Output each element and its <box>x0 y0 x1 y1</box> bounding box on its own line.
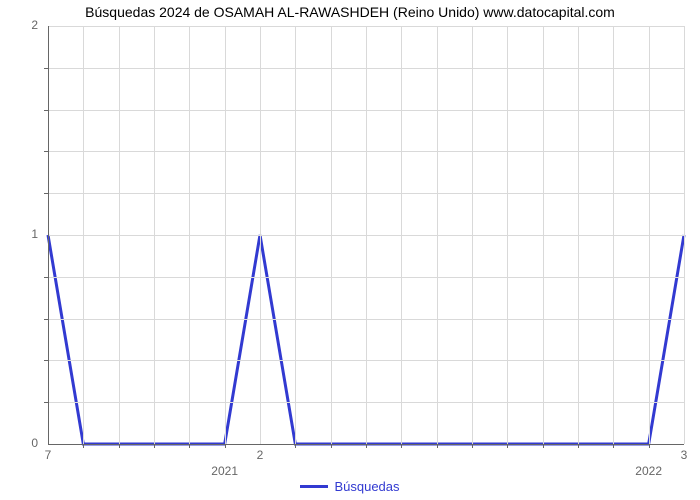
gridline-vertical <box>684 26 685 444</box>
x-tick-label: 3 <box>669 448 699 462</box>
x-minor-tick <box>507 444 508 448</box>
legend: Búsquedas <box>0 478 700 494</box>
x-minor-tick <box>613 444 614 448</box>
x-minor-tick <box>649 444 650 448</box>
y-axis <box>48 26 49 444</box>
gridline-vertical <box>437 26 438 444</box>
x-minor-tick <box>154 444 155 448</box>
x-minor-tick <box>366 444 367 448</box>
x-minor-tick <box>83 444 84 448</box>
y-tick-label: 1 <box>0 227 38 241</box>
gridline-vertical <box>331 26 332 444</box>
gridline-vertical <box>507 26 508 444</box>
y-tick-label: 2 <box>0 18 38 32</box>
gridline-vertical <box>189 26 190 444</box>
legend-swatch <box>300 485 328 488</box>
gridline-vertical <box>260 26 261 444</box>
gridline-vertical <box>83 26 84 444</box>
x-year-label: 2022 <box>624 464 674 478</box>
chart-root: Búsquedas 2024 de OSAMAH AL-RAWASHDEH (R… <box>0 0 700 500</box>
x-tick-label: 7 <box>33 448 63 462</box>
chart-title: Búsquedas 2024 de OSAMAH AL-RAWASHDEH (R… <box>0 4 700 20</box>
gridline-vertical <box>649 26 650 444</box>
x-minor-tick <box>578 444 579 448</box>
gridline-vertical <box>613 26 614 444</box>
x-minor-tick <box>437 444 438 448</box>
x-minor-tick <box>472 444 473 448</box>
x-minor-tick <box>295 444 296 448</box>
x-year-label: 2021 <box>200 464 250 478</box>
gridline-vertical <box>225 26 226 444</box>
legend-label: Búsquedas <box>334 479 399 494</box>
x-minor-tick <box>331 444 332 448</box>
gridline-vertical <box>472 26 473 444</box>
gridline-vertical <box>543 26 544 444</box>
x-minor-tick <box>189 444 190 448</box>
x-minor-tick <box>543 444 544 448</box>
x-minor-tick <box>119 444 120 448</box>
gridline-vertical <box>401 26 402 444</box>
gridline-vertical <box>366 26 367 444</box>
x-minor-tick <box>225 444 226 448</box>
x-tick-label: 2 <box>245 448 275 462</box>
gridline-vertical <box>154 26 155 444</box>
gridline-vertical <box>578 26 579 444</box>
gridline-vertical <box>295 26 296 444</box>
x-minor-tick <box>401 444 402 448</box>
gridline-vertical <box>119 26 120 444</box>
